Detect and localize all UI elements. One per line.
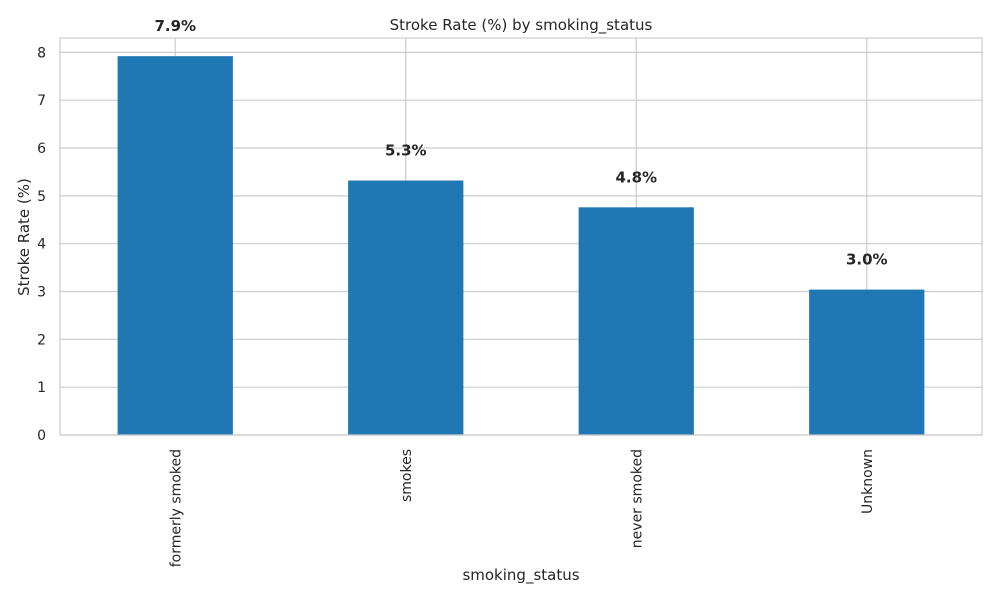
y-tick-label: 0 [37, 428, 46, 444]
bar-value-label: 3.0% [846, 251, 888, 269]
x-tick-label: formerly smoked [168, 449, 184, 567]
bar-value-label: 4.8% [615, 168, 657, 186]
x-tick-label: never smoked [629, 449, 645, 548]
x-axis-label: smoking_status [462, 566, 579, 585]
plot-frame [59, 37, 983, 436]
labels-layer: 7.9% 5.3% 4.8% 3.0% [154, 17, 887, 268]
bar-value-label: 7.9% [154, 17, 196, 35]
chart-title: Stroke Rate (%) by smoking_status [390, 16, 653, 35]
y-tick-label: 1 [37, 380, 46, 396]
x-tick-label: Unknown [860, 449, 876, 514]
y-axis-label: Stroke Rate (%) [15, 178, 33, 296]
x-axis-ticks: formerly smoked smokes never smoked Unknown [168, 449, 876, 567]
bar-value-label: 5.3% [385, 142, 427, 160]
x-tick-label: smokes [399, 449, 415, 502]
bar [809, 289, 925, 435]
y-axis-ticks: 0 1 2 3 4 5 6 7 8 [37, 45, 46, 444]
bar [578, 207, 694, 435]
bars-layer [117, 56, 925, 435]
y-tick-label: 5 [37, 189, 46, 205]
bar [348, 180, 464, 435]
y-tick-label: 7 [37, 93, 46, 109]
bar [117, 56, 233, 435]
y-tick-label: 8 [37, 45, 46, 61]
y-tick-label: 2 [37, 332, 46, 348]
y-tick-label: 4 [37, 237, 46, 253]
y-tick-label: 6 [37, 141, 46, 157]
y-tick-label: 3 [37, 285, 46, 301]
